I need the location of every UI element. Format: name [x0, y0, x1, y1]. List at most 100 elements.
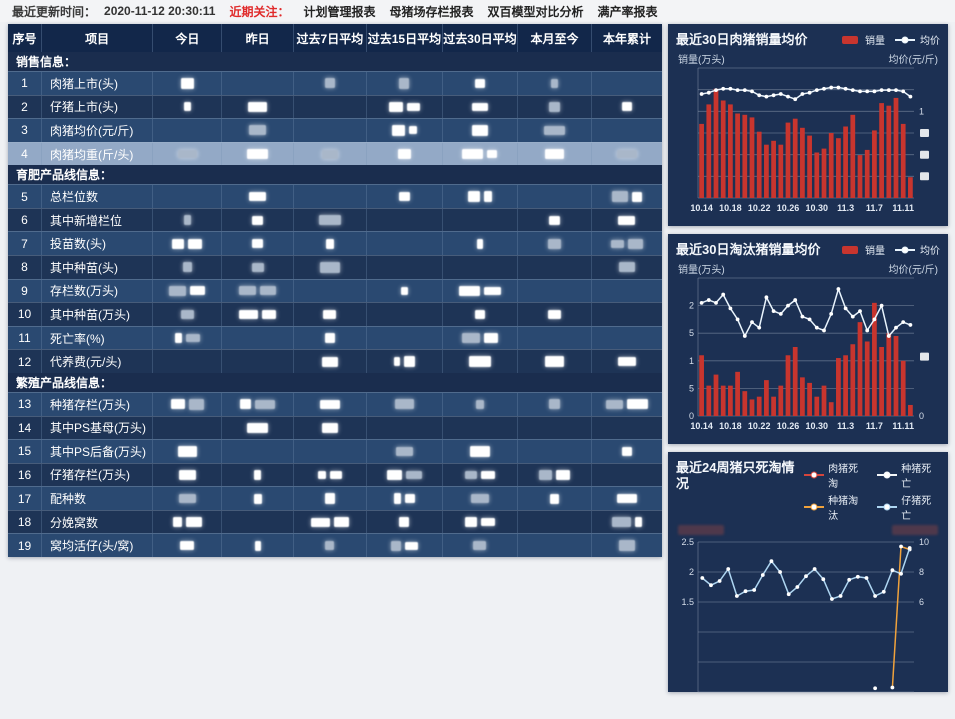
row-number: 13 [8, 392, 42, 416]
y-right-axis-title: 均价(元/斤) [888, 55, 938, 66]
table-cell-redacted [294, 416, 367, 440]
redaction-block [483, 191, 492, 202]
svg-text:2: 2 [689, 567, 694, 577]
legend-marker-icon [803, 503, 824, 511]
table-row[interactable]: 1 肉猪上市(头) [8, 71, 662, 95]
menu-item-sow-farm-report[interactable]: 母猪场存栏报表 [389, 4, 474, 19]
legend-item[interactable]: 种猪淘汰 [803, 492, 867, 522]
section-header-row: 育肥产品线信息： [8, 165, 662, 185]
table-cell-redacted [153, 510, 223, 534]
table-cell-redacted [294, 510, 367, 534]
legend-item[interactable]: 均价 [895, 242, 940, 257]
row-number: 9 [8, 279, 42, 303]
row-label: 其中PS基母(万头) [42, 416, 154, 440]
row-label: 仔猪上市(头) [42, 95, 154, 119]
recent-focus-label: 近期关注： [229, 4, 290, 19]
y-right-axis-title: 均价(元/斤) [888, 265, 938, 276]
table-cell-redacted [518, 510, 592, 534]
table-row[interactable]: 18 分娩窝数 [8, 509, 662, 534]
legend-marker-icon [895, 246, 915, 253]
table-cell-redacted [443, 142, 519, 166]
table-cell-redacted [294, 392, 367, 416]
redaction-block [469, 356, 491, 368]
redaction-block [606, 399, 624, 409]
svg-text:10.30: 10.30 [806, 421, 829, 431]
row-label: 其中新增栏位 [42, 208, 154, 232]
legend-item[interactable]: 种猪死亡 [876, 460, 940, 490]
chart-card-death-cull-24weeks: 最近24周猪只死淘情况 肉猪死淘 种猪死亡 种猪淘汰 仔猪死亡 2.5 2 1.5 10 8 6 [668, 452, 948, 693]
chart-title: 最近24周猪只死淘情况 [676, 460, 795, 491]
menu-item-model-compare[interactable]: 双百模型对比分析 [487, 4, 584, 19]
table-cell-redacted [518, 232, 592, 256]
table-row[interactable]: 2 仔猪上市(头) [8, 94, 662, 119]
table-row[interactable]: 19 窝均活仔(头/窝) [8, 533, 662, 557]
table-cell-redacted [294, 534, 367, 557]
table-row[interactable]: 14 其中PS基母(万头) [8, 415, 662, 440]
legend-marker-icon [803, 471, 824, 479]
redaction-block [247, 149, 268, 159]
table-row[interactable]: 6 其中新增栏位 [8, 207, 662, 232]
legend-marker-icon [842, 35, 858, 44]
table-cell-redacted [294, 95, 367, 119]
table-cell-redacted [222, 256, 294, 279]
column-header: 本月至今 [518, 24, 592, 52]
column-header: 今日 [153, 24, 223, 52]
table-row[interactable]: 4 肉猪均重(斤/头) [8, 141, 662, 166]
table-row[interactable]: 16 仔猪存栏(万头) [8, 462, 662, 487]
redaction-block [468, 191, 480, 202]
table-cell-redacted [367, 440, 443, 463]
table-row[interactable]: 11 死亡率(%) [8, 325, 662, 350]
table-cell-redacted [294, 279, 367, 303]
row-label: 其中PS后备(万头) [42, 440, 154, 463]
svg-text:10.14: 10.14 [690, 421, 713, 431]
column-header: 过去7日平均 [294, 24, 367, 52]
table-row[interactable]: 9 存栏数(万头) [8, 278, 662, 303]
row-number: 14 [8, 416, 42, 440]
table-row[interactable]: 12 代养费(元/头) [8, 349, 662, 373]
table-cell-redacted [367, 303, 443, 326]
table-row[interactable]: 15 其中PS后备(万头) [8, 439, 662, 463]
row-label: 肉猪均重(斤/头) [42, 142, 154, 166]
table-cell-redacted [367, 534, 443, 557]
table-cell-redacted [294, 350, 367, 373]
redaction-block [632, 191, 642, 202]
table-cell-redacted [443, 510, 519, 534]
legend-item[interactable]: 均价 [895, 32, 940, 47]
redaction-block [483, 332, 499, 344]
table-cell-redacted [592, 119, 662, 142]
table-cell-redacted [222, 510, 294, 534]
table-row[interactable]: 7 投苗数(头) [8, 231, 662, 256]
redaction-block [172, 517, 183, 527]
table-cell-redacted [367, 72, 443, 95]
table-row[interactable]: 13 种猪存栏(万头) [8, 391, 662, 416]
table-row[interactable]: 5 总栏位数 [8, 184, 662, 208]
row-number: 15 [8, 440, 42, 463]
menu-item-capacity-report[interactable]: 满产率报表 [597, 4, 658, 19]
redaction-block [249, 125, 267, 136]
redaction-block [320, 262, 340, 273]
legend-item[interactable]: 仔猪死亡 [876, 492, 940, 522]
table-cell-redacted [153, 350, 223, 373]
table-row[interactable]: 8 其中种苗(头) [8, 255, 662, 279]
table-cell-redacted [592, 487, 662, 510]
svg-text:2.5: 2.5 [681, 538, 694, 547]
redaction-block [473, 541, 487, 551]
row-label: 仔猪存栏(万头) [42, 463, 154, 487]
table-cell-redacted [294, 119, 367, 142]
table-row[interactable]: 17 配种数 [8, 486, 662, 510]
svg-text:1.5: 1.5 [681, 597, 694, 607]
redaction-block [183, 262, 192, 273]
svg-text:10.18: 10.18 [719, 421, 742, 431]
table-row[interactable]: 3 肉猪均价(元/斤) [8, 118, 662, 142]
table-cell-redacted [153, 279, 223, 303]
legend-item[interactable]: 销量 [840, 242, 885, 257]
table-row[interactable]: 10 其中种苗(万头) [8, 302, 662, 326]
legend-item[interactable]: 销量 [840, 32, 885, 47]
menu-item-plan-report[interactable]: 计划管理报表 [303, 4, 376, 19]
redaction-block [470, 494, 490, 503]
redaction-block [321, 422, 338, 433]
legend-item[interactable]: 肉猪死淘 [803, 460, 867, 490]
top-bar: 最近更新时间： 2020-11-12 20:30:11 近期关注： 计划管理报表… [0, 0, 955, 22]
section-header-row: 销售信息： [8, 52, 662, 71]
table-cell-redacted [153, 463, 223, 487]
